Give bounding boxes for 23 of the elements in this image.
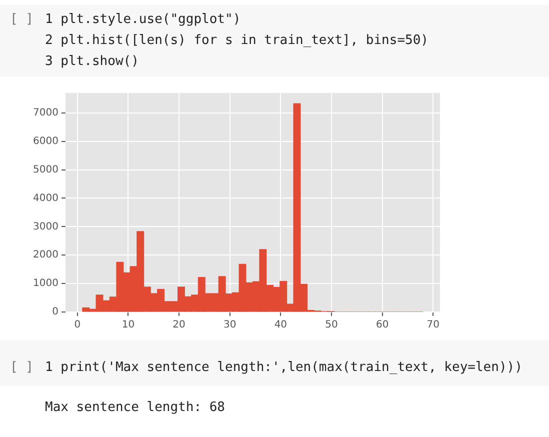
x-tick-label: 20 bbox=[172, 320, 186, 331]
text: 1 print('Max sentence length:',len(max(train_text, key=len))) bbox=[45, 360, 522, 375]
text: 2 plt.hist([len(s) for s in train_text], bins=50) bbox=[45, 33, 429, 48]
y-tick-label: 6000 bbox=[32, 136, 58, 147]
y-tick-label: 3000 bbox=[32, 221, 58, 232]
y-tick-label: 5000 bbox=[32, 164, 58, 176]
x-tick-label: 0 bbox=[74, 320, 81, 331]
y-tick-label: 1000 bbox=[32, 278, 58, 290]
y-tick-label: 2000 bbox=[32, 250, 58, 261]
text: 3 plt.show() bbox=[45, 54, 139, 69]
text: Max sentence length: 68 bbox=[45, 400, 226, 415]
x-tick-label: 60 bbox=[376, 320, 389, 331]
y-tick-label: 7000 bbox=[32, 108, 58, 119]
text: [ ] bbox=[10, 12, 34, 27]
text: [ ] bbox=[10, 360, 34, 375]
y-tick-label: 0 bbox=[52, 306, 58, 318]
y-tick-label: 4000 bbox=[32, 192, 58, 204]
x-tick-label: 10 bbox=[122, 320, 135, 331]
x-tick-label: 40 bbox=[274, 320, 288, 331]
x-tick-label: 50 bbox=[325, 320, 338, 331]
x-tick-label: 70 bbox=[426, 320, 440, 331]
x-tick-label: 30 bbox=[223, 320, 236, 331]
text: 1 plt.style.use("ggplot") bbox=[45, 12, 241, 27]
